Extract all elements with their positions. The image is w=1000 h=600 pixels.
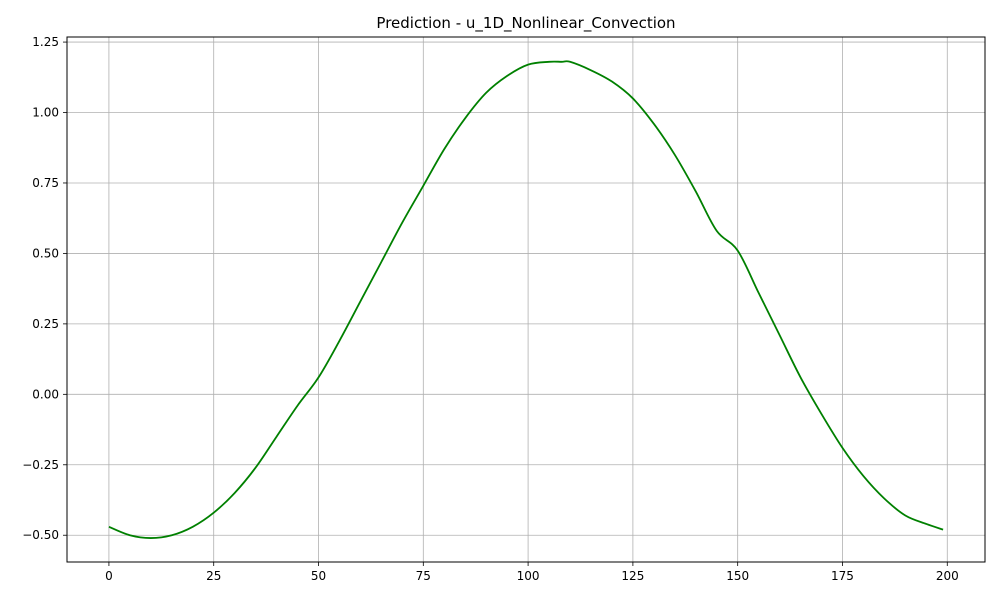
x-tick-label: 150 <box>726 569 749 583</box>
y-tick-label: −0.25 <box>22 458 59 472</box>
x-tick-label: 200 <box>936 569 959 583</box>
y-tick-label: 0.75 <box>32 176 59 190</box>
x-tick-label: 0 <box>105 569 113 583</box>
axis-ticks: 0 25 50 75 100 125 150 175 200 −0.50 −0.25 0.00 0.25… <box>22 35 959 583</box>
y-tick-label: 1.25 <box>32 35 59 49</box>
plot-frame <box>66 36 986 563</box>
x-tick-label: 25 <box>206 569 221 583</box>
chart-title: Prediction - u_1D_Nonlinear_Convection <box>376 14 675 33</box>
series-layer <box>108 60 944 539</box>
y-tick-label: 1.00 <box>32 106 59 120</box>
x-tick-label: 75 <box>416 569 431 583</box>
x-tick-label: 175 <box>831 569 854 583</box>
series-line <box>108 60 944 539</box>
y-tick-label: 0.50 <box>32 246 59 260</box>
x-tick-label: 100 <box>517 569 540 583</box>
x-tick-label: 125 <box>621 569 644 583</box>
y-tick-label: 0.00 <box>32 387 59 401</box>
x-tick-label: 50 <box>311 569 326 583</box>
y-tick-label: 0.25 <box>32 317 59 331</box>
grid-lines <box>67 37 985 562</box>
y-tick-label: −0.50 <box>22 528 59 542</box>
